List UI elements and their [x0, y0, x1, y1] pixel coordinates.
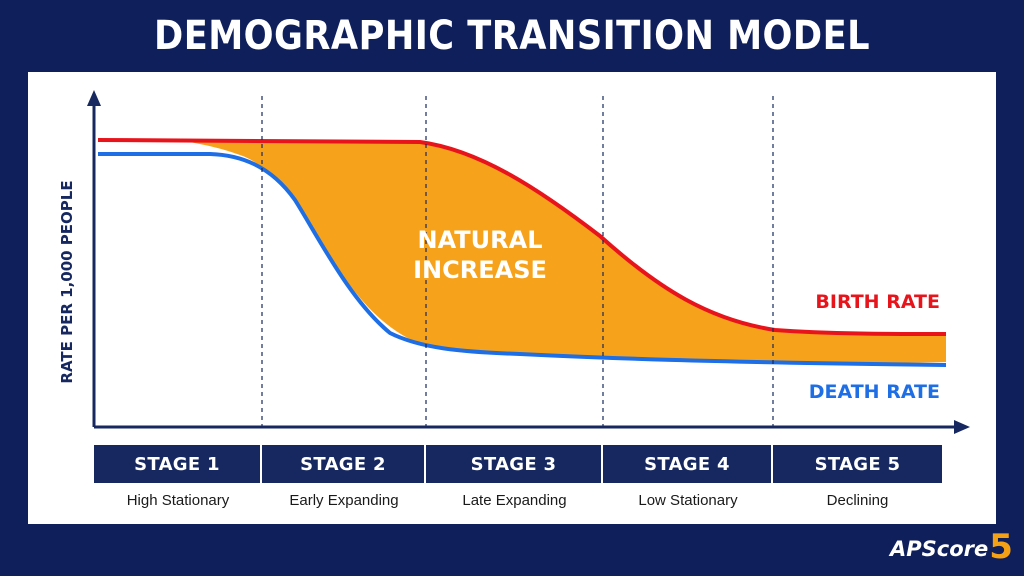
stage-2-description: Early Expanding	[289, 492, 399, 509]
diagram-title: DEMOGRAPHIC TRANSITION MODEL	[154, 13, 870, 59]
natural-increase-label-line2: INCREASE	[413, 256, 547, 284]
stage-dividers	[261, 96, 774, 427]
stage-5-description: Declining	[826, 492, 889, 509]
stage-3-description: Late Expanding	[462, 492, 567, 509]
x-axis-arrow-icon	[954, 420, 970, 434]
natural-increase-label-line1: NATURAL	[417, 226, 542, 254]
birth-rate-line	[97, 138, 947, 336]
death-rate-line	[98, 152, 947, 367]
logo-number: 5	[989, 527, 1013, 567]
stage-4-description: Low Stationary	[638, 492, 738, 509]
stage-3-header: STAGE 3	[426, 445, 603, 483]
y-axis-arrow-icon	[87, 90, 101, 106]
logo-text: APScore	[890, 537, 989, 561]
stage-4-header: STAGE 4	[603, 445, 773, 483]
stage-1-header: STAGE 1	[94, 445, 262, 483]
stage-5-header: STAGE 5	[814, 453, 901, 475]
y-axis-label: RATE PER 1,000 PEOPLE	[58, 180, 76, 383]
natural-increase-area	[178, 140, 946, 363]
stage-bar: STAGE 1 STAGE 2 STAGE 3 STAGE 4 STAGE 5	[94, 445, 942, 483]
stage-2-header: STAGE 2	[262, 445, 426, 483]
death-rate-label: DEATH RATE	[809, 381, 940, 403]
apscore-logo: APScore 5	[890, 528, 1013, 564]
stage-1-description: High Stationary	[126, 492, 230, 509]
birth-rate-label: BIRTH RATE	[815, 291, 940, 313]
